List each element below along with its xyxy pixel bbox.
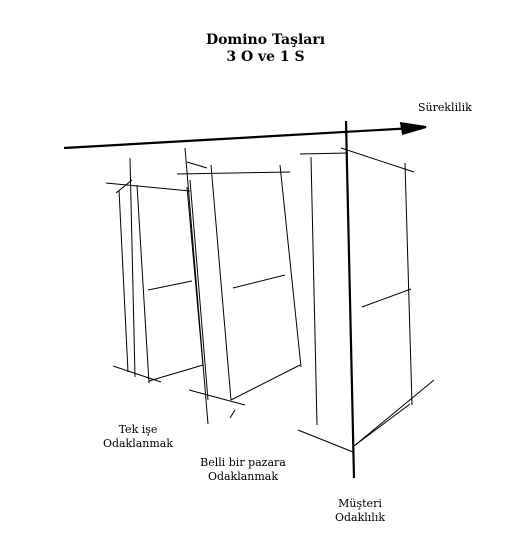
axis-label-continuity: Süreklilik bbox=[418, 101, 472, 114]
domino-1-label-line2: Odaklanmak bbox=[102, 437, 174, 450]
diagram-subtitle: 3 O ve 1 S bbox=[226, 49, 305, 65]
domino-2-label-line2: Odaklanmak bbox=[207, 470, 279, 483]
domino-3 bbox=[297, 120, 435, 479]
domino-3-label-line2: Odaklılık bbox=[334, 511, 386, 524]
diagram-title: Domino Taşları bbox=[205, 32, 326, 48]
domino-3-label-line1: Müşteri bbox=[338, 497, 382, 510]
domino-2 bbox=[176, 147, 302, 425]
domino-2-label-line1: Belli bir pazara bbox=[200, 456, 286, 469]
domino-2-label: Belli bir pazara Odaklanmak bbox=[195, 456, 291, 484]
domino-1 bbox=[105, 157, 204, 384]
continuity-arrow bbox=[63, 122, 427, 150]
title-block: Domino Taşları 3 O ve 1 S bbox=[0, 32, 531, 66]
domino-1-label: Tek işe Odaklanmak bbox=[100, 423, 176, 451]
domino-3-label: Müşteri Odaklılık bbox=[328, 497, 392, 525]
domino-1-label-line1: Tek işe bbox=[118, 423, 158, 436]
